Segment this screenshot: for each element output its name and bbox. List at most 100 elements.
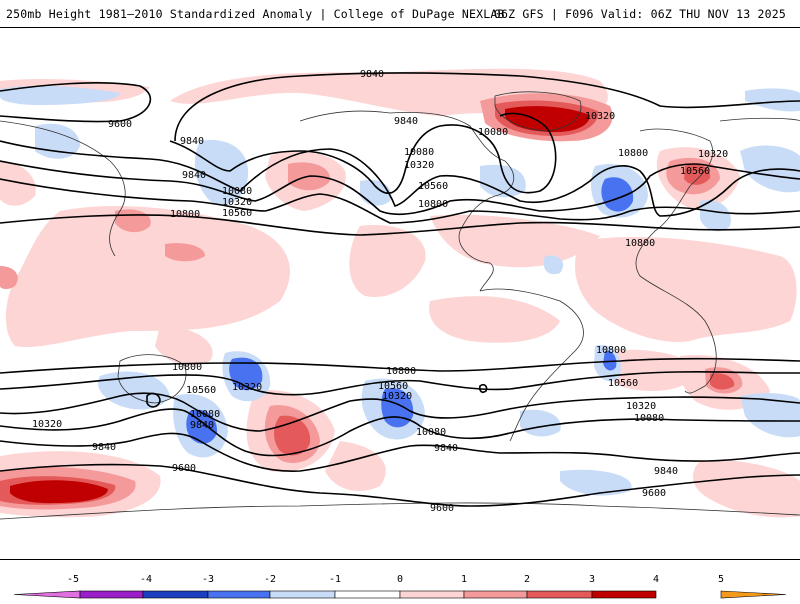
colorbar-swatch: [207, 590, 271, 599]
anomaly-pos-weak: [693, 460, 800, 518]
colorbar-tick-label: -5: [67, 574, 79, 585]
contour-9840-north-west: [0, 82, 152, 123]
anomaly-pos-weak: [5, 206, 291, 348]
anomaly-pos-moderate: [0, 266, 18, 290]
contour-label: 10800: [172, 362, 202, 373]
contour-label: 10560: [680, 166, 710, 177]
contour-label: 10560: [378, 381, 408, 392]
coastline-australia: [117, 354, 187, 404]
anomaly-pos-extreme: [10, 480, 108, 504]
map-title: 250mb Height 1981–2010 Standardized Anom…: [6, 7, 505, 21]
anomaly-pos-extreme: [505, 106, 590, 133]
contour-9840-north: [174, 72, 800, 142]
anomaly-neg-weak: [740, 393, 800, 438]
contour-label: 10320: [222, 197, 252, 208]
anomaly-neg-weak: [98, 371, 170, 410]
anomaly-pos-weak: [575, 236, 797, 342]
colorbar-swatch: [463, 590, 528, 599]
anomaly-pos-weak: [349, 225, 426, 297]
contour-10560-south: [0, 371, 800, 396]
colorbar-swatch: [13, 590, 81, 599]
contour-label: 10800: [418, 199, 448, 210]
colorbar-tick-label: -4: [140, 574, 152, 585]
contour-label: 10800: [170, 209, 200, 220]
contour-closed-loop-australia: [146, 392, 161, 408]
colorbar: -5 -4 -3 -2 -1 0 1 2 3 4 5: [0, 562, 800, 600]
contour-label: 9840: [654, 466, 678, 477]
anomaly-pos-strong: [684, 164, 711, 185]
contour-label: 10080: [404, 147, 434, 158]
contour-10080-south: [0, 408, 800, 457]
anomaly-neg-weak: [0, 85, 120, 105]
colorbar-tick-label: 1: [461, 574, 467, 585]
contour-label: 9840: [180, 136, 204, 147]
contour-label: 10560: [222, 208, 252, 219]
anomaly-neg-weak: [360, 179, 391, 206]
anomaly-neg-moderate: [601, 177, 634, 212]
anomaly-pos-strong: [710, 373, 735, 390]
anomaly-neg-weak: [543, 255, 564, 275]
contour-label: 9600: [108, 119, 132, 130]
colorbar-swatch: [269, 590, 336, 599]
anomaly-pos-weak: [430, 214, 600, 268]
colorbar-tick-label: -1: [329, 574, 341, 585]
contour-label: 10080: [222, 186, 252, 197]
negative-anomaly-shading: [0, 85, 800, 496]
positive-anomaly-shading: [0, 68, 800, 518]
colorbar-swatch: [526, 590, 593, 599]
contour-label: 9840: [190, 420, 214, 431]
contour-closed-loop-pacific: [479, 384, 488, 393]
contour-label: 10320: [626, 401, 656, 412]
contour-label: 10320: [404, 160, 434, 171]
anomaly-neg-weak: [520, 409, 561, 437]
map-panel: 9840 9600 9840 9840 10080 10320 10560 10…: [0, 27, 800, 560]
contour-label: 10320: [32, 419, 62, 430]
contour-label: 10080: [416, 427, 446, 438]
contour-label: 10080: [478, 127, 508, 138]
anomaly-pos-weak: [325, 441, 386, 491]
contour-10800-north: [0, 214, 800, 236]
contour-label: 10800: [625, 238, 655, 249]
colorbar-swatch: [142, 590, 209, 599]
anomaly-pos-weak: [429, 296, 560, 343]
contour-north-ridge: [169, 112, 557, 194]
colorbar-tick-label: 3: [589, 574, 595, 585]
contour-10080-north: [0, 140, 800, 217]
contour-labels: 9840 9600 9840 9840 10080 10320 10560 10…: [32, 69, 728, 514]
colorbar-swatches: [13, 590, 787, 599]
map-svg: 9840 9600 9840 9840 10080 10320 10560 10…: [0, 68, 800, 520]
colorbar-tick-label: 0: [397, 574, 403, 585]
colorbar-swatch: [79, 590, 144, 599]
contour-label: 9840: [182, 170, 206, 181]
anomaly-pos-weak: [155, 326, 213, 366]
coastline-north-america: [299, 110, 515, 292]
contour-label: 9600: [172, 463, 196, 474]
contour-label: 10560: [418, 181, 448, 192]
colorbar-swatch: [399, 590, 465, 599]
colorbar-tick-label: 5: [718, 574, 724, 585]
contour-label: 10320: [585, 111, 615, 122]
contour-label: 10320: [232, 382, 262, 393]
contour-label: 9840: [92, 442, 116, 453]
contour-label: 10800: [386, 366, 416, 377]
colorbar-swatch: [720, 590, 787, 599]
anomaly-neg-weak: [560, 469, 632, 496]
contour-label: 9840: [394, 116, 418, 127]
contour-10800-south: [0, 357, 800, 374]
contour-9840-south: [0, 432, 800, 472]
colorbar-tick-label: -3: [202, 574, 214, 585]
coastline-europe-africa: [635, 128, 717, 394]
colorbar-tick-label: -2: [264, 574, 276, 585]
contour-label: 10560: [186, 385, 216, 396]
contour-label: 9840: [434, 443, 458, 454]
colorbar-swatch: [591, 590, 657, 599]
anomaly-neg-weak: [745, 88, 800, 112]
contour-label: 9840: [360, 69, 384, 80]
anomaly-pos-weak: [0, 161, 36, 206]
contour-label: 9600: [430, 503, 454, 514]
colorbar-ticks: -5 -4 -3 -2 -1 0 1 2 3 4 5: [67, 574, 724, 585]
contour-label: 10800: [618, 148, 648, 159]
contour-label: 10320: [382, 391, 412, 402]
anomaly-neg-moderate: [186, 409, 218, 444]
anomaly-neg-moderate: [603, 350, 617, 371]
